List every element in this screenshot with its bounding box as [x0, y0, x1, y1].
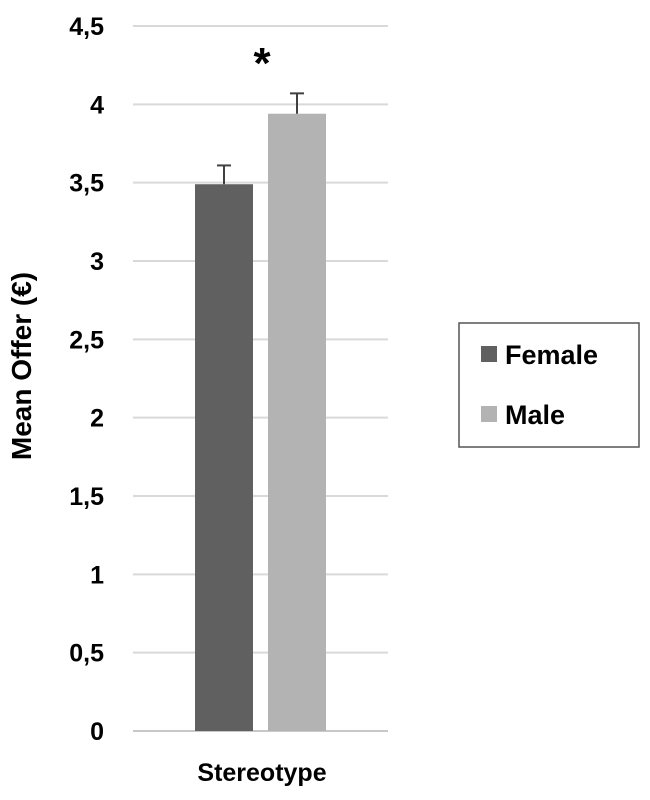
legend-swatch-male	[481, 406, 497, 422]
y-tick-label: 1,5	[69, 483, 104, 511]
gridlines	[133, 25, 388, 732]
legend-box	[458, 322, 640, 448]
y-tick-label: 0	[90, 718, 104, 746]
y-tick-label: 1	[90, 561, 104, 589]
bars	[195, 113, 326, 731]
y-tick-label: 4	[90, 91, 104, 119]
y-tick-label: 3	[90, 248, 104, 276]
y-axis-ticks: 0 0,5 1 1,5 2 2,5 3 3,5 4 4,5	[69, 13, 104, 746]
significance-asterisk: *	[253, 39, 271, 88]
error-bars	[217, 92, 304, 185]
x-category-label: Stereotype	[197, 759, 326, 787]
legend-label-female: Female	[505, 340, 598, 370]
y-tick-label: 3,5	[69, 170, 104, 198]
legend: Female Male	[458, 322, 640, 448]
legend-label-male: Male	[505, 400, 565, 430]
y-tick-label: 2,5	[69, 326, 104, 354]
legend-swatch-female	[481, 346, 497, 362]
bar-female	[195, 184, 253, 731]
y-tick-label: 0,5	[69, 640, 104, 668]
y-axis-title: Mean Offer (€)	[6, 272, 37, 460]
y-tick-label: 2	[90, 405, 104, 433]
y-tick-label: 4,5	[69, 13, 104, 41]
bar-male	[268, 113, 326, 731]
